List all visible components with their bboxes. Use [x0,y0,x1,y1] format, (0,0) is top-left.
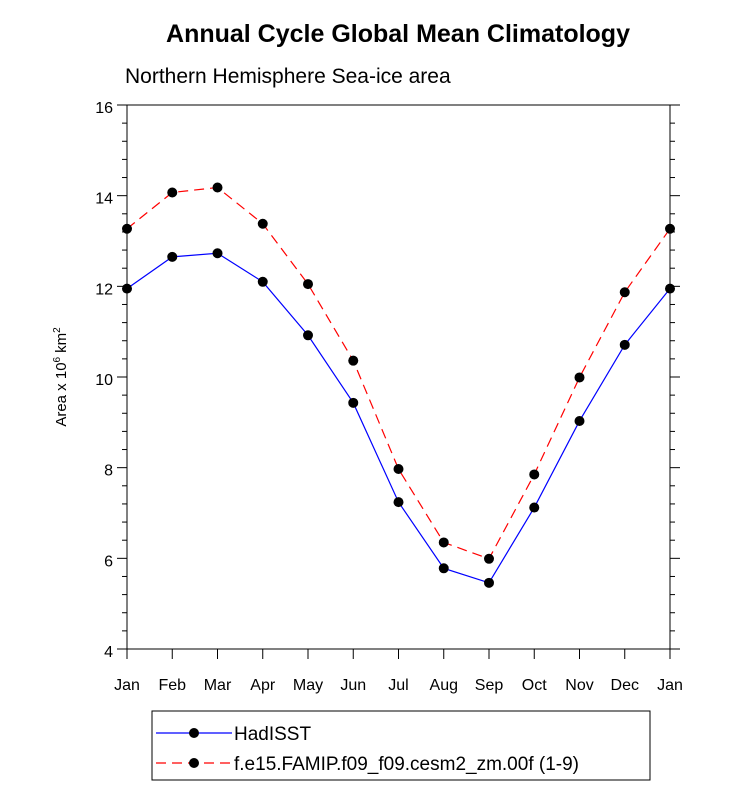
x-tick-label: Nov [565,677,593,694]
series-1-point [167,251,178,262]
y-tick-label: 8 [104,463,113,480]
x-tick-labels: Jan Feb Mar Apr May Jun Jul Aug Sep Oct Nov Dec Jan [114,677,683,694]
series-2-point [438,537,449,548]
series-1-point [529,502,540,513]
y-axis-label-exp: 6 [52,356,63,362]
series-1-point [574,415,585,426]
series-1-point [393,497,404,508]
series-2-point [529,469,540,480]
series-2-point [212,182,223,193]
series-2-point [574,372,585,383]
y-axis-label-unit-exp: 2 [52,327,63,333]
y-tick-label: 12 [95,281,113,298]
legend-box [151,710,651,781]
plot-frame [126,104,671,650]
x-tick-label: Aug [430,677,458,694]
series-1-point [303,330,313,341]
series-1-point [619,339,630,350]
x-tick-label: Dec [611,677,639,694]
series-2-point [619,287,630,298]
series-1-point [212,248,223,259]
series-2-point [257,218,268,229]
x-tick-label: May [293,677,323,694]
x-tick-label: Apr [250,677,276,694]
x-tick-label: Jun [340,677,366,694]
series-1-point [257,276,268,287]
series-2-point [348,355,359,366]
y-tick-label: 16 [95,100,113,117]
x-tick-label: Oct [522,677,547,694]
series-2-point [484,553,494,564]
legend-swatch-marker-2 [189,758,199,768]
series-1-point [348,397,359,408]
x-tick-label: Jan [657,677,683,694]
chart-subtitle: Northern Hemisphere Sea-ice area [125,65,451,88]
series-2-point [167,187,178,198]
y-tick-label: 4 [104,644,113,661]
series-line-1 [126,252,671,584]
y-axis-label-unit: km [53,333,70,353]
x-tick-label: Feb [158,677,186,694]
series-1-point [484,577,494,588]
y-tick-label: 10 [95,372,113,389]
legend-label-1: HadISST [234,724,311,745]
series-2-point [393,464,404,475]
x-tick-label: Jul [388,677,408,694]
series-2-point [303,279,313,290]
y-axis-label-text: Area x 10 [53,362,70,426]
y-tick-label: 6 [104,553,113,570]
series-layer [122,182,675,588]
legend: HadISST f.e15.FAMIP.f09_f09.cesm2_zm.00f … [151,710,651,781]
axis-ticks [117,104,680,659]
x-tick-label: Jan [114,677,140,694]
y-axis-label: Area x 106 km2 [52,327,70,427]
x-tick-label: Sep [475,677,504,694]
legend-items: HadISST f.e15.FAMIP.f09_f09.cesm2_zm.00f … [156,724,579,775]
series-1-point [438,563,449,574]
y-tick-label: 14 [95,191,113,208]
chart-title: Annual Cycle Global Mean Climatology [166,20,630,48]
legend-label-2: f.e15.FAMIP.f09_f09.cesm2_zm.00f (1-9) [234,754,579,775]
x-tick-label: Mar [204,677,232,694]
y-tick-labels: 4 6 8 10 12 14 16 [95,100,113,661]
legend-swatch-marker-1 [189,728,199,738]
